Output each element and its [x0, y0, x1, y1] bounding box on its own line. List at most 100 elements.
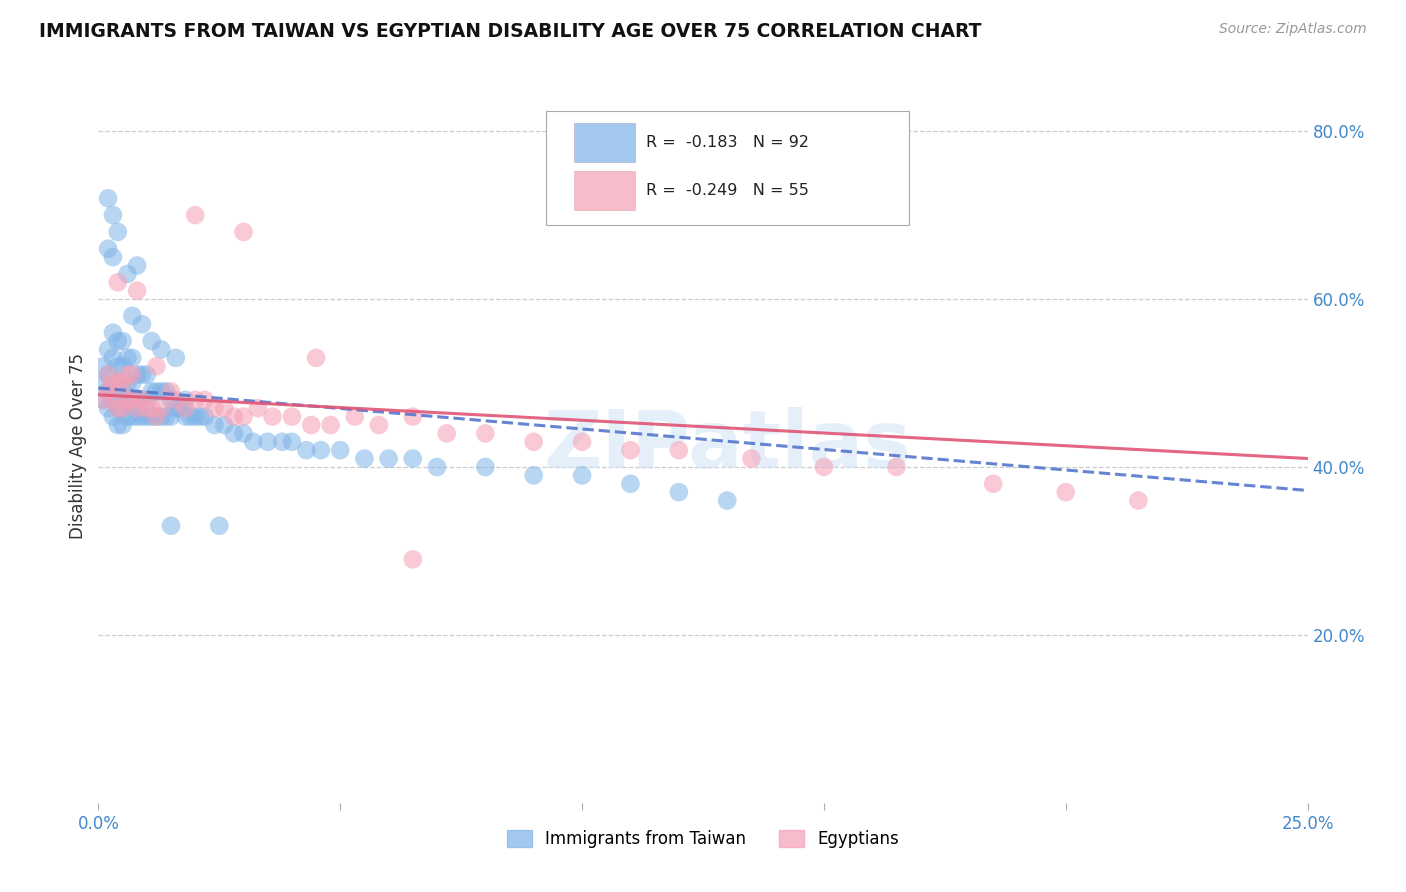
Point	[107, 401, 129, 416]
Point	[101, 376, 124, 390]
Point	[111, 376, 134, 390]
Point	[107, 417, 129, 432]
Point	[619, 476, 641, 491]
Point	[145, 409, 167, 424]
Point	[131, 409, 153, 424]
Point	[174, 401, 197, 416]
Point	[101, 376, 124, 390]
Point	[131, 392, 153, 407]
Point	[107, 334, 129, 348]
Point	[262, 409, 284, 424]
Point	[150, 409, 173, 424]
Point	[619, 443, 641, 458]
Point	[91, 392, 114, 407]
Point	[174, 392, 197, 407]
Point	[117, 376, 139, 390]
Point	[256, 434, 278, 449]
Point	[222, 426, 245, 441]
Point	[319, 417, 342, 432]
Point	[101, 392, 124, 407]
Point	[271, 434, 294, 449]
Point	[474, 426, 496, 441]
Point	[145, 384, 167, 399]
Point	[305, 351, 328, 365]
Point	[232, 426, 254, 441]
Point	[107, 275, 129, 289]
Point	[127, 401, 149, 416]
Point	[111, 334, 134, 348]
Point	[135, 401, 157, 416]
Point	[184, 392, 207, 407]
Point	[571, 468, 593, 483]
Point	[141, 409, 163, 424]
FancyBboxPatch shape	[574, 123, 636, 161]
Point	[135, 368, 157, 382]
Point	[91, 392, 114, 407]
Point	[523, 434, 546, 449]
Point	[668, 485, 690, 500]
Point	[127, 259, 149, 273]
Point	[242, 434, 264, 449]
Point	[121, 376, 143, 390]
Point	[402, 409, 425, 424]
Point	[232, 409, 254, 424]
Point	[155, 384, 177, 399]
Point	[474, 460, 496, 475]
Point	[117, 351, 139, 365]
Point	[107, 401, 129, 416]
Point	[160, 384, 183, 399]
Point	[97, 384, 120, 399]
Point	[523, 468, 546, 483]
Point	[101, 250, 124, 264]
Point	[131, 392, 153, 407]
Text: R =  -0.249   N = 55: R = -0.249 N = 55	[647, 183, 808, 198]
Point	[127, 284, 149, 298]
Point	[121, 309, 143, 323]
Point	[135, 409, 157, 424]
Point	[97, 384, 120, 399]
Point	[886, 460, 908, 475]
Point	[194, 409, 217, 424]
Point	[232, 225, 254, 239]
Point	[97, 368, 120, 382]
Point	[131, 318, 153, 332]
Point	[150, 401, 173, 416]
Point	[160, 392, 183, 407]
Point	[150, 343, 173, 357]
Point	[141, 334, 163, 348]
Point	[121, 392, 143, 407]
Point	[121, 351, 143, 365]
Point	[91, 359, 114, 374]
Point	[981, 476, 1004, 491]
Point	[101, 351, 124, 365]
Point	[155, 409, 177, 424]
Point	[121, 392, 143, 407]
Point	[353, 451, 375, 466]
Point	[165, 401, 187, 416]
Text: R =  -0.183   N = 92: R = -0.183 N = 92	[647, 135, 810, 150]
Point	[212, 401, 235, 416]
Point	[91, 376, 114, 390]
Point	[343, 409, 366, 424]
Point	[101, 208, 124, 222]
Point	[117, 368, 139, 382]
Point	[204, 417, 226, 432]
Point	[107, 376, 129, 390]
Text: IMMIGRANTS FROM TAIWAN VS EGYPTIAN DISABILITY AGE OVER 75 CORRELATION CHART: IMMIGRANTS FROM TAIWAN VS EGYPTIAN DISAB…	[39, 22, 981, 41]
Point	[281, 409, 304, 424]
Point	[740, 451, 762, 466]
Point	[121, 409, 143, 424]
Point	[813, 460, 835, 475]
Point	[329, 443, 352, 458]
Legend: Immigrants from Taiwan, Egyptians: Immigrants from Taiwan, Egyptians	[501, 823, 905, 855]
Point	[111, 401, 134, 416]
Point	[117, 409, 139, 424]
Point	[716, 493, 738, 508]
Point	[165, 392, 187, 407]
Point	[97, 191, 120, 205]
Point	[194, 392, 217, 407]
Point	[107, 359, 129, 374]
Point	[97, 343, 120, 357]
Point	[111, 384, 134, 399]
Point	[145, 359, 167, 374]
